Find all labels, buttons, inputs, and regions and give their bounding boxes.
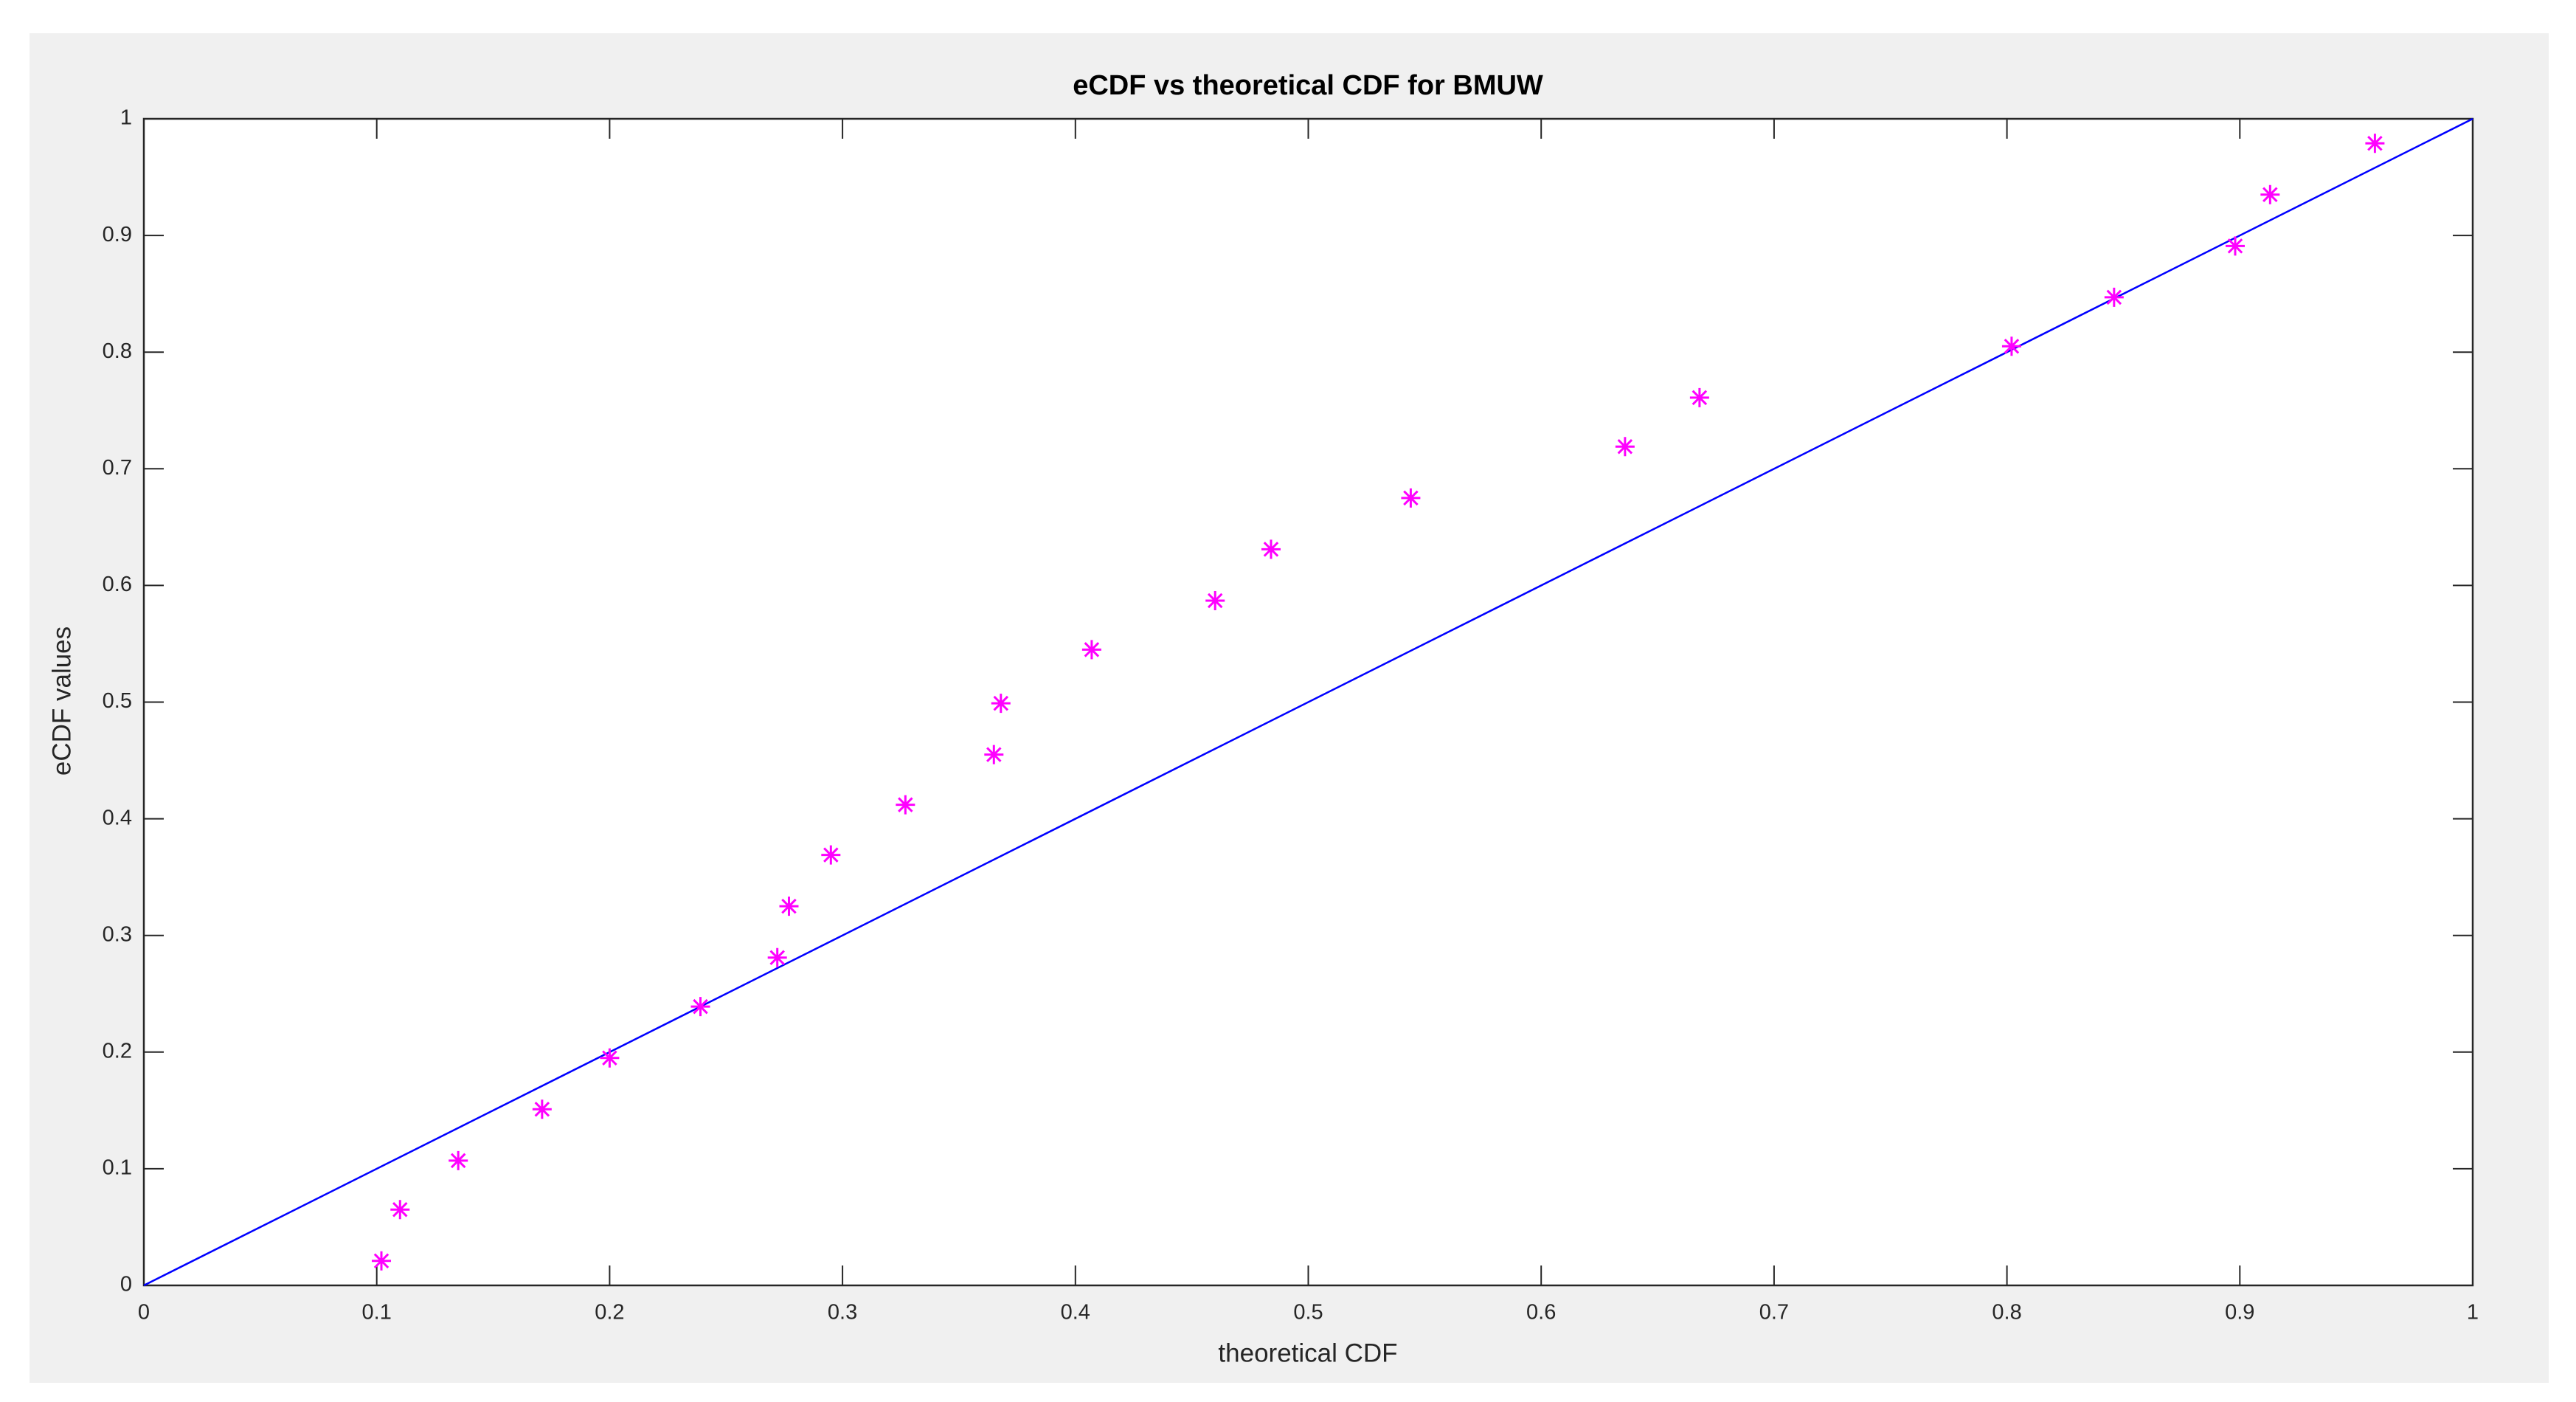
x-tick-label: 0.1 xyxy=(362,1301,392,1325)
point xyxy=(767,947,787,967)
y-tick-label: 1 xyxy=(120,106,132,130)
axes-box xyxy=(142,117,2474,1287)
point xyxy=(1081,640,1101,660)
point xyxy=(600,1048,620,1068)
point xyxy=(372,1251,392,1271)
point xyxy=(1689,387,1709,407)
point xyxy=(532,1099,552,1119)
y-tick-label: 0.9 xyxy=(103,223,132,246)
x-tick-label: 0.4 xyxy=(1061,1301,1090,1325)
x-tick-label: 1 xyxy=(2467,1301,2479,1325)
x-tick-label: 0.3 xyxy=(828,1301,857,1325)
y-tick-label: 0 xyxy=(120,1273,132,1296)
line xyxy=(143,117,2473,1287)
y-tick-label: 0.6 xyxy=(103,573,132,596)
x-tick-label: 0.8 xyxy=(1992,1301,2021,1325)
point xyxy=(1261,539,1281,559)
y-tick-label: 0.5 xyxy=(103,689,132,713)
y-axis-label: eCDF values xyxy=(47,626,76,776)
point xyxy=(779,897,799,916)
point xyxy=(690,997,710,1017)
point xyxy=(2260,184,2280,204)
y-tick-label: 0.3 xyxy=(103,922,132,946)
point xyxy=(1205,590,1225,610)
x-tick-label: 0.6 xyxy=(1526,1301,1556,1325)
x-axis-label: theoretical CDF xyxy=(1218,1339,1397,1367)
point xyxy=(1401,488,1421,508)
x-tick-label: 0 xyxy=(138,1301,150,1325)
point xyxy=(1615,437,1635,457)
point xyxy=(2365,134,2385,153)
x-tick-label: 0.7 xyxy=(1759,1301,1789,1325)
point xyxy=(991,694,1011,714)
chart-title: eCDF vs theoretical CDF for BMUW xyxy=(1073,70,1543,101)
x-tick-label: 0.9 xyxy=(2225,1301,2254,1325)
point xyxy=(896,795,915,815)
point xyxy=(821,845,841,865)
point xyxy=(449,1150,468,1170)
point xyxy=(2001,336,2021,356)
y-tick-label: 0.8 xyxy=(103,339,132,363)
point xyxy=(2225,236,2245,256)
y-tick-label: 0.7 xyxy=(103,456,132,480)
y-tick-label: 0.4 xyxy=(103,806,132,829)
y-tick-label: 0.1 xyxy=(103,1156,132,1180)
point xyxy=(390,1200,410,1220)
point xyxy=(984,745,1004,764)
x-tick-label: 0.5 xyxy=(1293,1301,1323,1325)
point xyxy=(2104,287,2124,307)
y-tick-label: 0.2 xyxy=(103,1039,132,1063)
x-tick-label: 0.2 xyxy=(595,1301,624,1325)
